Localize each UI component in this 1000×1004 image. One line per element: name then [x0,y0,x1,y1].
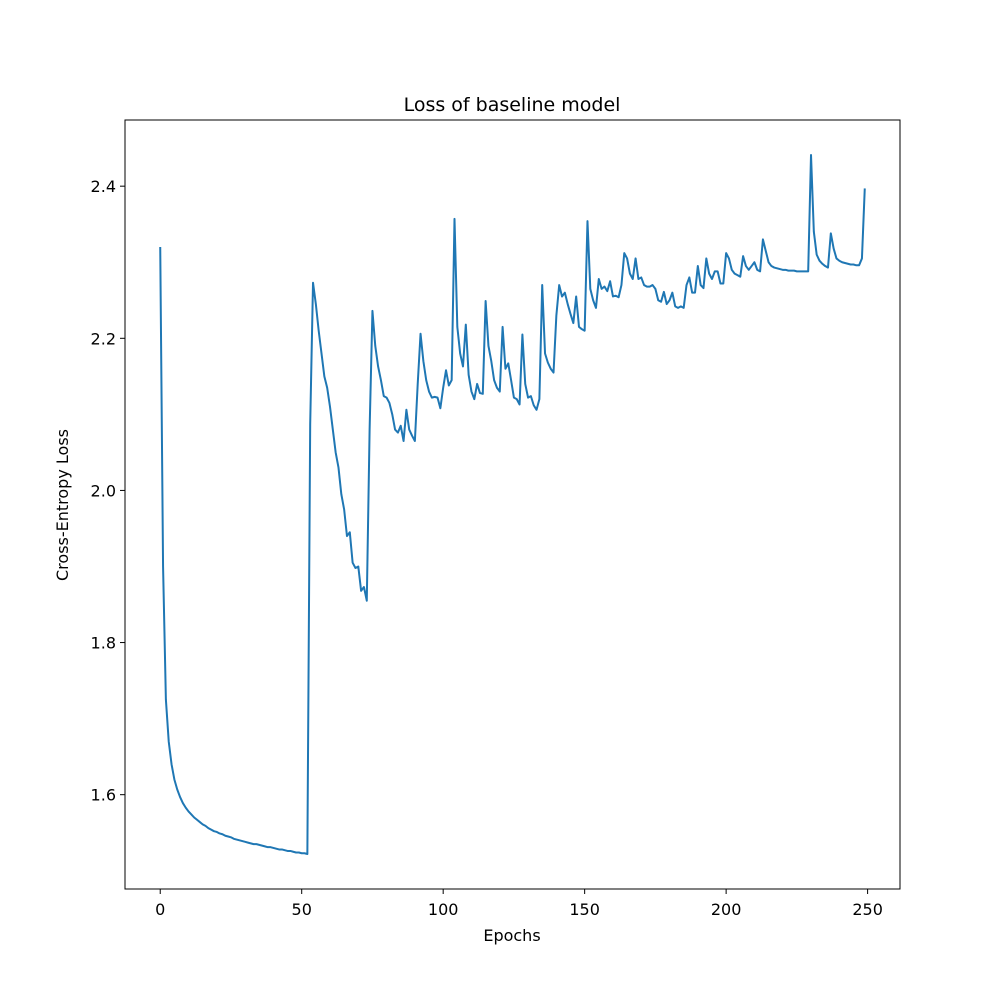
data-line [159,153,866,856]
axes-frame [124,119,901,890]
y-tick-label: 2.0 [91,481,116,500]
x-tick-label: 250 [852,900,883,919]
chart-title: Loss of baseline model [404,94,621,116]
y-tick-label: 1.8 [91,634,116,653]
x-tick-label: 200 [711,900,742,919]
y-tick-label: 2.4 [91,177,116,196]
x-axis-label: Epochs [483,926,540,945]
x-tick-label: 0 [155,900,165,919]
y-tick-label: 2.2 [91,329,116,348]
x-tick-label: 150 [569,900,600,919]
y-axis-label: Cross-Entropy Loss [53,429,72,581]
x-tick-label: 50 [292,900,312,919]
x-tick-label: 100 [428,900,459,919]
y-tick-label: 1.6 [91,786,116,805]
